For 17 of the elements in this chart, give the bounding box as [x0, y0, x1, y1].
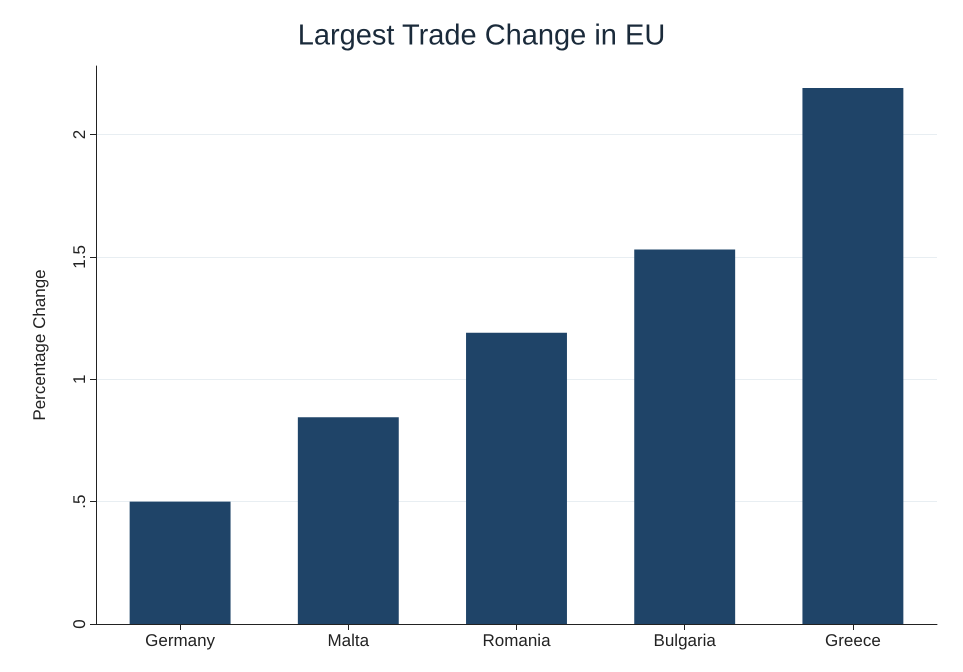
y-axis-title: Percentage Change [30, 269, 49, 421]
y-tick-label: 1 [70, 374, 89, 384]
x-tick-label: Germany [145, 631, 216, 650]
bar [802, 88, 904, 624]
y-tick-label: 1.5 [70, 245, 89, 269]
bar [634, 250, 736, 624]
bar [130, 502, 231, 624]
y-tick-label: 0 [70, 619, 89, 629]
bar [466, 332, 567, 624]
x-tick-label: Greece [825, 631, 881, 650]
x-tick-label: Romania [482, 631, 552, 650]
x-tick-label: Bulgaria [654, 631, 716, 650]
y-tick-label: 2 [70, 130, 89, 140]
y-tick-label: .5 [70, 494, 89, 509]
x-tick-label: Malta [328, 631, 370, 650]
chart-title: Largest Trade Change in EU [298, 20, 666, 52]
bar [298, 417, 399, 624]
